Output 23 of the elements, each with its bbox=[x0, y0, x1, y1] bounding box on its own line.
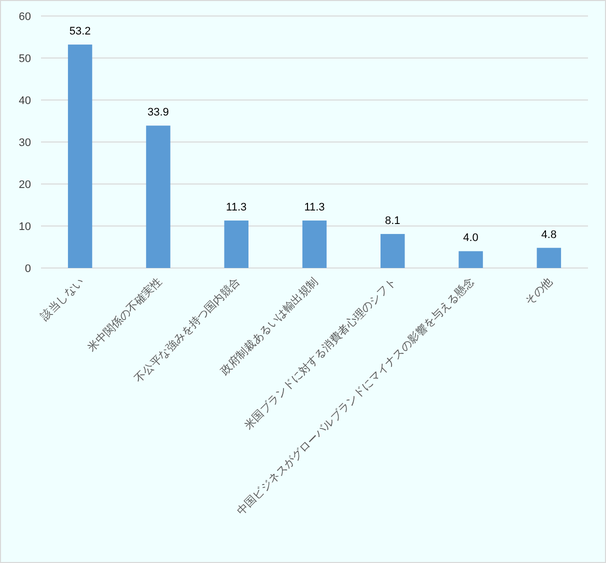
x-tick-label: 該当しない bbox=[38, 274, 86, 324]
y-tick-label: 60 bbox=[18, 10, 31, 23]
bar bbox=[458, 251, 483, 268]
data-label: 33.9 bbox=[148, 106, 169, 119]
data-label: 53.2 bbox=[69, 26, 91, 38]
bar bbox=[68, 44, 92, 268]
y-tick-label: 0 bbox=[24, 262, 31, 275]
data-label: 11.3 bbox=[304, 202, 325, 214]
x-tick-label: その他 bbox=[522, 274, 556, 308]
data-label: 8.1 bbox=[384, 214, 400, 227]
y-tick-label: 40 bbox=[18, 94, 31, 107]
y-tick-label: 30 bbox=[18, 136, 31, 149]
data-label: 4.0 bbox=[463, 232, 478, 244]
bar bbox=[224, 220, 248, 268]
bar bbox=[536, 248, 562, 268]
y-tick-label: 10 bbox=[18, 220, 31, 233]
bar bbox=[146, 126, 170, 268]
y-tick-label: 50 bbox=[18, 52, 31, 65]
bar bbox=[380, 234, 405, 268]
y-tick-label: 20 bbox=[18, 178, 31, 191]
bar bbox=[302, 220, 327, 268]
data-label: 11.3 bbox=[226, 202, 247, 214]
data-label: 4.8 bbox=[541, 228, 557, 241]
